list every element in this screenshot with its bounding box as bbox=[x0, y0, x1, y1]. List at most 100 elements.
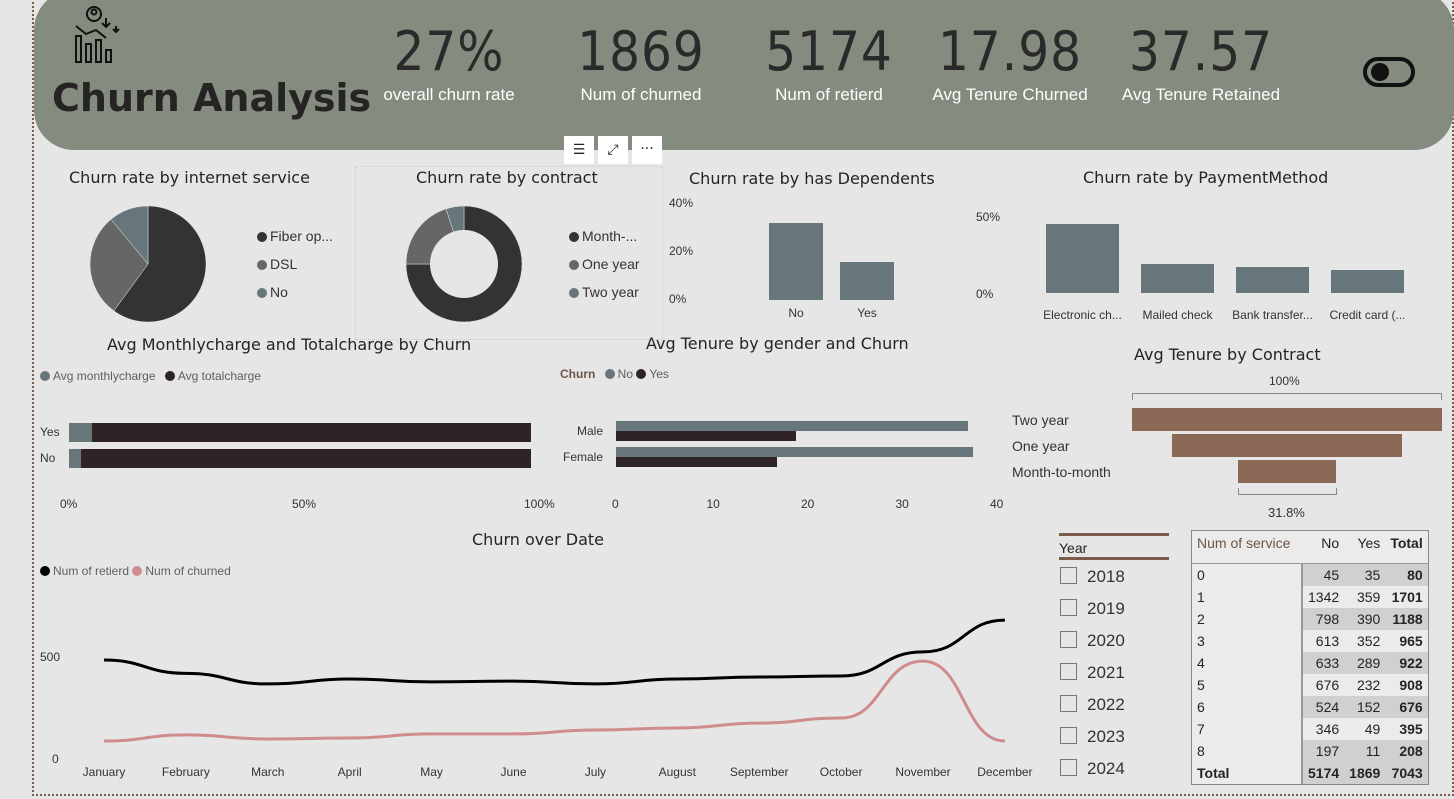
bar-total[interactable] bbox=[80, 449, 531, 468]
contract-donut-chart[interactable] bbox=[405, 205, 523, 323]
x-tick: March bbox=[251, 765, 285, 779]
y-tick: 40% bbox=[669, 196, 694, 210]
cell: 80 bbox=[1385, 563, 1428, 586]
funnel-bottom-label: 31.8% bbox=[1268, 505, 1305, 520]
bar-monthly[interactable] bbox=[69, 449, 81, 468]
cell: 908 bbox=[1385, 673, 1428, 696]
legend-label: Num of retierd bbox=[53, 564, 130, 578]
cell: 2 bbox=[1192, 607, 1303, 630]
cell: 922 bbox=[1385, 651, 1428, 674]
kpi-label: Num of retierd bbox=[775, 85, 883, 104]
slice-no[interactable] bbox=[110, 205, 149, 265]
cell: 4 bbox=[1192, 651, 1303, 674]
kpi-label: Avg Tenure Churned bbox=[932, 85, 1088, 104]
year-option[interactable]: 2024 bbox=[1060, 759, 1125, 779]
checkbox[interactable] bbox=[1060, 663, 1077, 680]
donut-hole bbox=[430, 230, 498, 298]
slice-fiber-op-[interactable] bbox=[113, 205, 207, 323]
legend-label: Num of churned bbox=[145, 564, 231, 578]
internet-chart-title: Churn rate by internet service bbox=[69, 168, 310, 187]
bar-yes[interactable] bbox=[616, 457, 777, 467]
y-tick: 0% bbox=[976, 287, 994, 301]
funnel-bar[interactable] bbox=[1132, 408, 1442, 431]
legend-dot bbox=[569, 260, 579, 270]
x-tick: October bbox=[819, 765, 863, 779]
legend-item[interactable]: No bbox=[257, 284, 288, 300]
legend-title: Churn bbox=[560, 367, 596, 381]
checkbox[interactable] bbox=[1060, 631, 1077, 648]
column-header[interactable]: Yes bbox=[1357, 535, 1381, 551]
checkbox[interactable] bbox=[1060, 759, 1077, 776]
legend-item[interactable]: Fiber op... bbox=[257, 228, 333, 244]
year-option[interactable]: 2018 bbox=[1060, 567, 1125, 587]
gender-chart-title: Avg Tenure by gender and Churn bbox=[646, 334, 909, 353]
legend-item[interactable]: Two year bbox=[569, 284, 639, 300]
cell: 208 bbox=[1385, 739, 1428, 762]
year-option[interactable]: 2021 bbox=[1060, 663, 1125, 683]
year-option[interactable]: 2020 bbox=[1060, 631, 1125, 651]
cell: 289 bbox=[1344, 651, 1386, 674]
more-options-icon[interactable]: ··· bbox=[632, 136, 662, 164]
funnel-bar[interactable] bbox=[1172, 434, 1402, 457]
bar[interactable] bbox=[840, 261, 894, 300]
checkbox[interactable] bbox=[1060, 727, 1077, 744]
checkbox[interactable] bbox=[1060, 599, 1077, 616]
bar[interactable] bbox=[1331, 269, 1404, 293]
legend-label: Fiber op... bbox=[270, 228, 334, 244]
funnel-top-bracket bbox=[1132, 393, 1442, 400]
x-tick: August bbox=[658, 765, 696, 779]
legend-dot bbox=[569, 288, 579, 298]
cell: 676 bbox=[1385, 695, 1428, 718]
column-header[interactable]: No bbox=[1321, 535, 1340, 551]
year-label: 2022 bbox=[1087, 695, 1125, 714]
total-cell: 7043 bbox=[1385, 761, 1428, 784]
year-option[interactable]: 2019 bbox=[1060, 599, 1125, 619]
total-cell: 5174 bbox=[1302, 761, 1345, 784]
legend-label: One year bbox=[582, 256, 640, 272]
cell: 613 bbox=[1302, 629, 1345, 652]
cell: 6 bbox=[1192, 695, 1303, 718]
theme-toggle[interactable] bbox=[1363, 57, 1415, 87]
checkbox[interactable] bbox=[1060, 695, 1077, 712]
filter-icon[interactable]: ☰ bbox=[564, 136, 594, 164]
series-retired-line[interactable] bbox=[103, 618, 1005, 686]
bar[interactable] bbox=[769, 223, 823, 300]
bar[interactable] bbox=[1046, 223, 1119, 293]
table-row: 5 676 232 908 bbox=[1192, 673, 1428, 696]
cell: 352 bbox=[1344, 629, 1386, 652]
canvas-border bbox=[32, 0, 1454, 796]
bar[interactable] bbox=[1141, 263, 1214, 293]
funnel-bar[interactable] bbox=[1237, 460, 1337, 483]
series-churned-line[interactable] bbox=[103, 659, 1006, 743]
checkbox[interactable] bbox=[1060, 567, 1077, 584]
bar-no[interactable] bbox=[616, 447, 974, 457]
x-tick: Electronic ch... bbox=[1043, 308, 1122, 322]
bar-monthly[interactable] bbox=[69, 423, 93, 442]
legend-item[interactable]: Month-... bbox=[569, 228, 637, 244]
bar-total[interactable] bbox=[92, 423, 531, 442]
total-cell: Total bbox=[1192, 761, 1303, 784]
kpi-card: 17.98 Avg Tenure Churned bbox=[915, 20, 1105, 105]
bar-no[interactable] bbox=[616, 421, 969, 431]
y-tick: 0% bbox=[669, 292, 687, 306]
bar[interactable] bbox=[1236, 266, 1309, 293]
year-option[interactable]: 2022 bbox=[1060, 695, 1125, 715]
churn-analytics-logo-icon bbox=[75, 6, 120, 63]
kpi-value: 17.98 bbox=[937, 20, 1083, 83]
column-header[interactable]: Num of service bbox=[1197, 535, 1291, 551]
legend-item[interactable]: One year bbox=[569, 256, 640, 272]
column-header[interactable]: Total bbox=[1390, 535, 1423, 551]
year-option[interactable]: 2023 bbox=[1060, 727, 1125, 747]
header-banner bbox=[34, 0, 1454, 150]
cell: 1188 bbox=[1385, 607, 1428, 630]
slice-month-[interactable] bbox=[405, 205, 523, 323]
x-tick: December bbox=[977, 765, 1033, 779]
slice-dsl[interactable] bbox=[89, 218, 149, 312]
internet-pie-chart[interactable] bbox=[89, 205, 207, 323]
bar-yes[interactable] bbox=[616, 431, 796, 441]
cell: 197 bbox=[1302, 739, 1345, 762]
focus-mode-icon[interactable]: ⤢ bbox=[598, 136, 628, 164]
legend-dot bbox=[569, 232, 579, 242]
legend-item[interactable]: DSL bbox=[257, 256, 297, 272]
